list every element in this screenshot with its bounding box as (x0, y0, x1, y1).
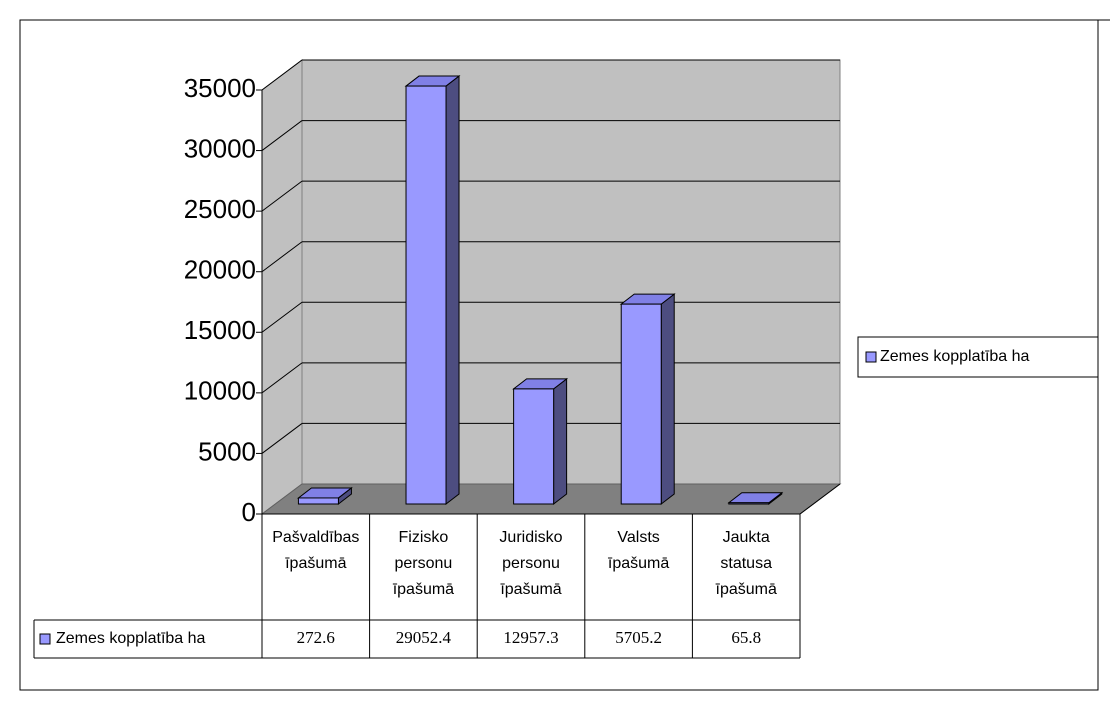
y-tick-label: 25000 (184, 194, 256, 224)
y-tick-label: 20000 (184, 255, 256, 285)
table-legend-key (39, 633, 51, 645)
legend-box (857, 336, 1099, 378)
grid-line (261, 120, 303, 151)
legend-key (865, 351, 877, 363)
y-tick-label: 30000 (184, 133, 256, 163)
bar (728, 502, 770, 505)
y-tick-label: 35000 (184, 73, 256, 103)
bar-side (660, 293, 675, 506)
table-value: 65.8 (731, 628, 761, 647)
y-tick-label: 0 (242, 497, 256, 527)
table-value: 12957.3 (503, 628, 558, 647)
table-line (799, 483, 841, 515)
grid-line (261, 423, 303, 454)
bar (513, 388, 555, 505)
bar-side (445, 75, 460, 506)
back-wall (301, 59, 841, 485)
legend-label: Zemes kopplatība ha (880, 348, 1030, 365)
x-tick-label: Pašvaldības īpašumā (272, 529, 359, 572)
bar (405, 85, 447, 505)
left-wall (261, 59, 303, 515)
y-tick-label: 5000 (198, 436, 256, 466)
grid-line (261, 241, 303, 273)
bar-side (553, 377, 568, 506)
grid-line (261, 301, 303, 333)
table-row-label: Zemes kopplatība ha (56, 630, 206, 647)
grid-line (261, 59, 303, 91)
grid-line (261, 180, 303, 212)
grid-line (261, 362, 303, 394)
bar (620, 303, 662, 505)
table-value: 272.6 (297, 628, 335, 647)
y-tick-label: 10000 (184, 376, 256, 406)
x-tick-label: Jaukta statusa īpašumā (716, 529, 777, 598)
y-tick-label: 15000 (184, 315, 256, 345)
table-value: 5705.2 (615, 628, 662, 647)
table-value: 29052.4 (396, 628, 452, 647)
x-tick-label: Fizisko personu īpašumā (393, 529, 454, 598)
x-tick-label: Valsts īpašumā (608, 529, 669, 572)
bar (297, 497, 339, 505)
x-tick-label: Juridisko personu īpašumā (499, 529, 562, 598)
